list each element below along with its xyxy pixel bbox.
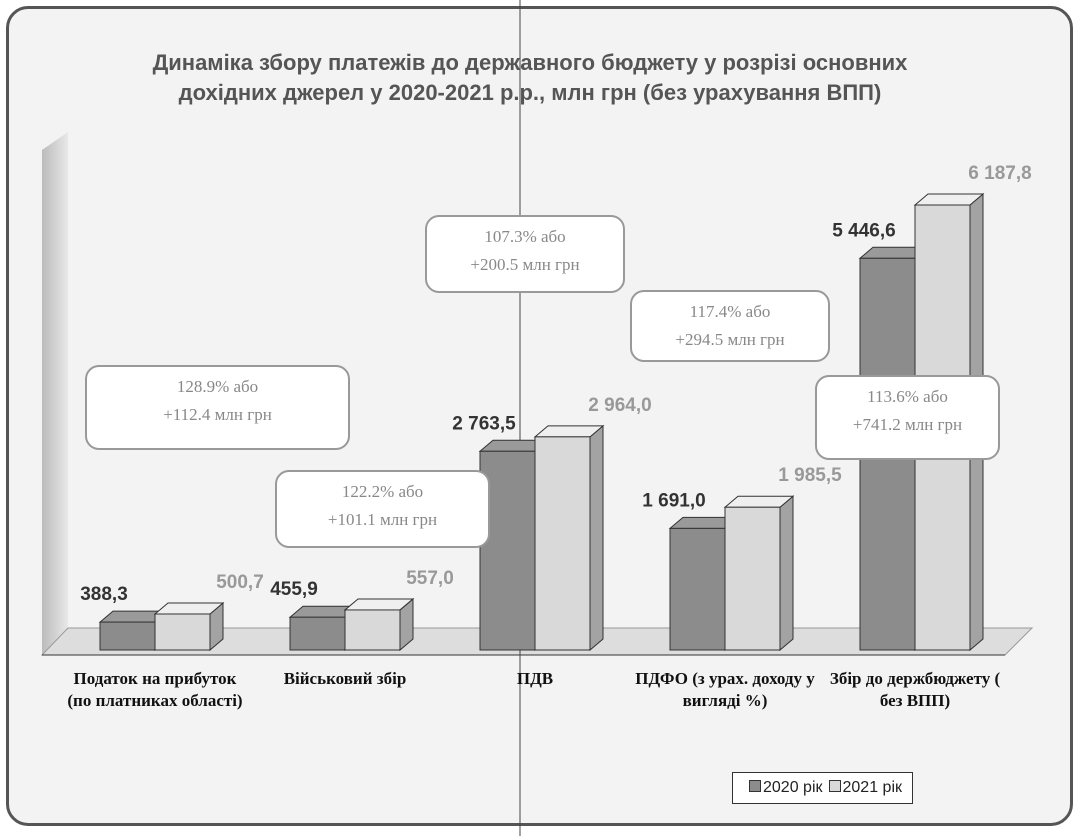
annotation-line: +294.5 млн грн: [675, 330, 785, 349]
legend-label: 2021 рік: [842, 779, 903, 796]
x-tick-label: ПДВ: [516, 669, 554, 688]
bar: [154, 613, 211, 651]
annotation: 122.2% або +101.1 млн грн: [275, 470, 490, 548]
value-label: 500,7: [216, 572, 264, 593]
bar: [669, 527, 726, 651]
annotation: 117.4% або +294.5 млн грн: [630, 290, 830, 362]
bar: [724, 506, 781, 651]
annotation-line: +101.1 млн грн: [327, 510, 438, 529]
chart-title: Динаміка збору платежів до державного бю…: [152, 50, 908, 105]
value-label: 6 187,8: [968, 163, 1031, 184]
bar-side: [589, 424, 604, 652]
annotation-line: 117.4% або: [689, 302, 771, 321]
x-tick-label: Збір до держбюджету ( без ВПП): [829, 669, 1001, 710]
bar: [289, 616, 346, 651]
annotation-line: 113.6% або: [867, 387, 948, 406]
value-label: 5 446,6: [832, 220, 895, 241]
value-label: 388,3: [80, 584, 128, 605]
bar: [99, 621, 156, 651]
annotation: 128.9% або +112.4 млн грн: [85, 365, 350, 450]
legend-swatch: [828, 780, 841, 792]
annotation-line: +200.5 млн грн: [470, 255, 580, 274]
value-label: 1 985,5: [778, 465, 842, 486]
back-wall: [42, 132, 68, 655]
annotation: 113.6% або +741.2 млн грн: [815, 375, 1000, 460]
legend-label: 2020 рік: [763, 779, 823, 796]
legend: 2020 рік 2021 рік: [732, 772, 913, 804]
annotation: 107.3% або +200.5 млн грн: [425, 215, 625, 293]
value-label: 557,0: [406, 568, 454, 589]
annotation-line: +741.2 млн грн: [852, 415, 963, 434]
annotation-line: 128.9% або: [176, 377, 259, 396]
value-label: 455,9: [270, 579, 318, 600]
annotation-line: +112.4 млн грн: [163, 405, 272, 424]
bar-side: [779, 495, 794, 652]
bar: [534, 436, 591, 651]
x-tick-label: Податок на прибуток (по платниках област…: [67, 669, 243, 710]
annotation-line: 107.3% або: [484, 227, 566, 246]
value-label: 2 964,0: [588, 395, 651, 416]
x-tick-label: Військовий збір: [283, 669, 407, 688]
value-label: 1 691,0: [642, 490, 705, 511]
legend-swatch: [749, 780, 761, 792]
value-label: 2 763,5: [452, 413, 516, 434]
annotation-line: 122.2% або: [341, 482, 424, 501]
x-tick-label: ПДФО (з урах. доходу у вигляді %): [635, 669, 815, 710]
bar: [344, 609, 401, 651]
